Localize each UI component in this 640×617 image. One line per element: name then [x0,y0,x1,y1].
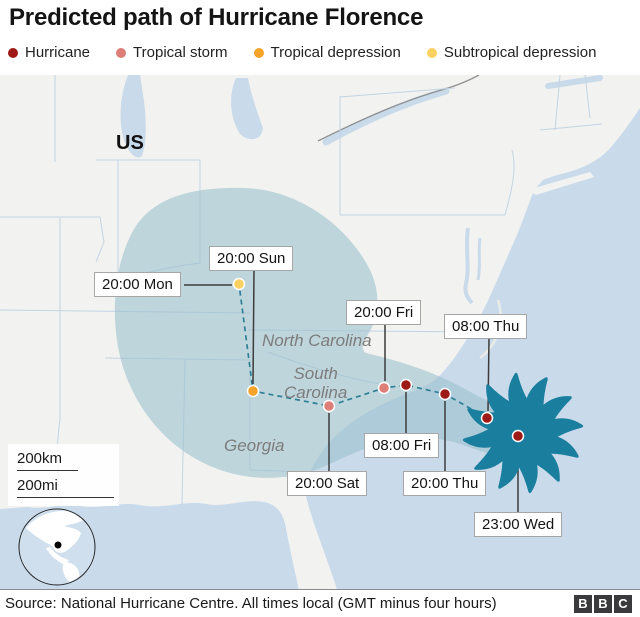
legend-label: Tropical storm [133,44,228,61]
track-dot-tropical-storm [377,381,391,395]
legend-dot-tropical-storm [116,47,127,58]
lake-michigan [120,75,146,158]
track-dot-subtropical-depression [232,277,246,291]
time-label: 20:00 Thu [403,471,487,496]
track-dot-tropical-depression [246,384,260,398]
place-label: Georgia [224,436,285,455]
globe-central-america [46,547,69,565]
time-label: 20:00 Mon [94,272,181,297]
legend-dot-subtropical-depression [426,47,437,58]
track-dots [232,277,525,443]
lake-ontario [545,75,603,89]
time-label: 20:00 Fri [346,300,422,325]
place-label: South Carolina [284,364,348,402]
bbc-logo-block: B [574,594,592,613]
track-dot-hurricane [511,429,525,443]
track-layer [184,269,519,512]
legend-item-subtropical-depression: Subtropical depression [426,44,597,61]
canada-border [317,75,480,142]
lake-erie [322,87,450,146]
chesapeake-bay [463,227,482,305]
globe-inset [18,508,96,586]
map-scale: 200km 200mi [8,444,119,506]
footer: Source: National Hurricane Centre. All t… [0,589,640,617]
leader-line [252,269,255,385]
legend-label: Hurricane [25,44,91,61]
time-label: 08:00 Fri [364,433,440,458]
page-title: Predicted path of Hurricane Florence [9,4,424,31]
source-text: Source: National Hurricane Centre. All t… [5,595,497,612]
track-dot-tropical-storm [322,399,336,413]
legend-dot-hurricane [8,47,18,58]
scale-km-label: 200km [17,450,63,467]
legend-item-tropical-storm: Tropical storm [116,44,228,61]
legend-item-tropical-depression: Tropical depression [253,44,401,61]
scale-km-bar [17,470,78,471]
globe-locator-dot [54,541,62,549]
bbc-logo-block: C [614,594,632,613]
place-label: North Carolina [262,331,372,350]
legend-item-hurricane: Hurricane [8,44,90,61]
globe-north-america [26,510,83,553]
time-label: 08:00 Thu [444,314,528,339]
scale-mi-bar [17,497,114,498]
track-dot-hurricane [399,378,413,392]
legend-label: Tropical depression [270,44,401,61]
forecast-track-line [238,283,519,437]
lake-huron [231,78,263,140]
bbc-logo-block: B [594,594,612,613]
legend-label: Subtropical depression [443,44,597,61]
time-label: 23:00 Wed [474,512,563,537]
track-dot-hurricane [438,387,452,401]
globe-south-america [62,562,80,583]
scale-mi-label: 200mi [17,477,58,494]
long-island [527,172,594,195]
time-label: 20:00 Sat [287,471,368,496]
legend: Hurricane Tropical storm Tropical depressi… [8,44,636,61]
legend-dot-tropical-depression [253,47,264,58]
place-label: US [116,132,144,154]
track-dot-hurricane [480,411,494,425]
time-label: 20:00 Sun [209,246,294,271]
